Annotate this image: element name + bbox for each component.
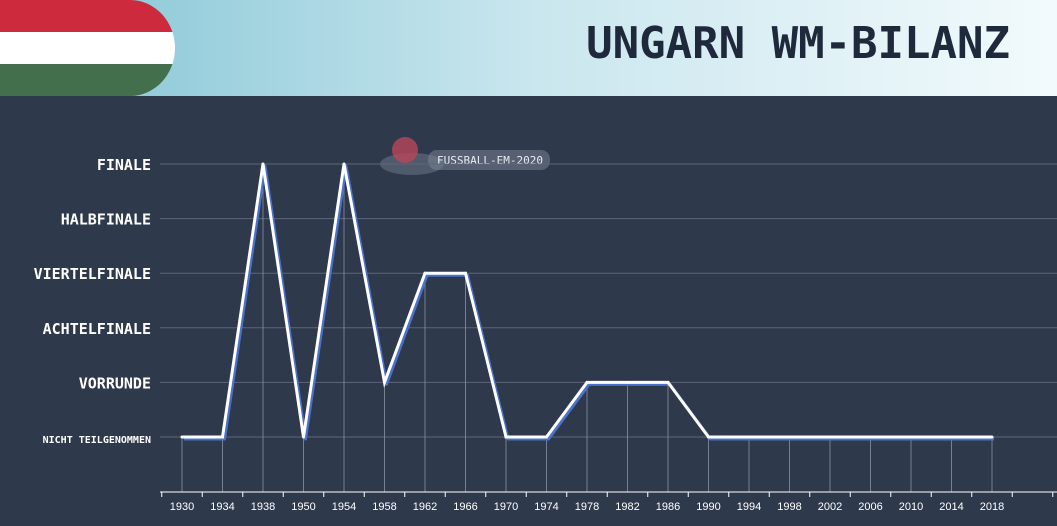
x-tick-label: 1954 (332, 501, 356, 513)
x-tick-label: 1982 (615, 501, 639, 513)
data-point-1970 (504, 435, 508, 439)
y-tick-label: VIERTELFINALE (34, 265, 151, 283)
x-tick-label: 1994 (737, 501, 761, 513)
x-tick-label: 1990 (696, 501, 720, 513)
x-tick-label: 2014 (939, 501, 963, 513)
data-point-2018 (990, 435, 994, 439)
y-tick-label: ACHTELFINALE (43, 320, 151, 338)
x-tick-label: 1966 (453, 501, 477, 513)
x-tick-label: 1930 (170, 501, 194, 513)
banner-background (0, 0, 1057, 96)
football-icon (392, 137, 418, 163)
x-tick-label: 1958 (372, 501, 396, 513)
data-point-1994 (747, 435, 751, 439)
data-point-1978 (585, 380, 589, 384)
x-tick-label: 1986 (656, 501, 680, 513)
y-tick-label: HALBFINALE (61, 211, 151, 229)
x-tick-label: 2018 (980, 501, 1004, 513)
x-tick-label: 2010 (899, 501, 923, 513)
data-point-1958 (383, 380, 386, 384)
x-tick-label: 1938 (251, 501, 275, 513)
data-point-1938 (261, 162, 265, 166)
data-point-2006 (869, 435, 872, 439)
data-point-1962 (423, 271, 427, 275)
data-point-1966 (464, 271, 467, 275)
series-line-shadow (184, 164, 994, 441)
grid-layer: NICHT TEILGENOMMEN VORRUNDE ACHTELFINALE VI… (34, 156, 1057, 492)
x-tick-label: 1998 (777, 501, 801, 513)
x-axis: 1930 1934 1938 1950 1954 1958 1962 1966 1970 1974… (160, 491, 1057, 513)
y-tick-label: NICHT TEILGENOMMEN (43, 435, 151, 446)
x-tick-label: 1970 (494, 501, 518, 513)
x-tick-label: 1934 (210, 501, 234, 513)
watermark-text: FUSSBALL-EM-2020 (437, 154, 543, 167)
data-point-1990 (707, 435, 710, 439)
data-point-1982 (626, 380, 629, 384)
data-point-1950 (302, 435, 305, 439)
data-point-2010 (909, 435, 913, 439)
data-point-1974 (545, 435, 548, 439)
data-point-2014 (950, 435, 953, 439)
hungary-flag (0, 0, 175, 96)
x-tick-label: 2006 (858, 501, 882, 513)
data-point-1998 (788, 435, 791, 439)
data-point-1934 (221, 435, 224, 439)
x-tick-label: 1974 (534, 501, 558, 513)
y-tick-label: FINALE (97, 156, 151, 174)
x-tick-label: 2002 (818, 501, 842, 513)
data-point-2002 (828, 435, 832, 439)
data-point-1930 (180, 435, 184, 439)
x-tick-label: 1962 (413, 501, 437, 513)
data-point-1986 (666, 380, 670, 384)
x-tick-label: 1950 (291, 501, 315, 513)
chart-title: UNGARN WM-BILANZ (586, 18, 1010, 69)
x-tick-label: 1978 (575, 501, 599, 513)
y-tick-label: VORRUNDE (79, 374, 151, 392)
data-point-1954 (342, 162, 346, 166)
watermark-logo: FUSSBALL-EM-2020 (380, 137, 550, 175)
series-line (180, 162, 994, 441)
